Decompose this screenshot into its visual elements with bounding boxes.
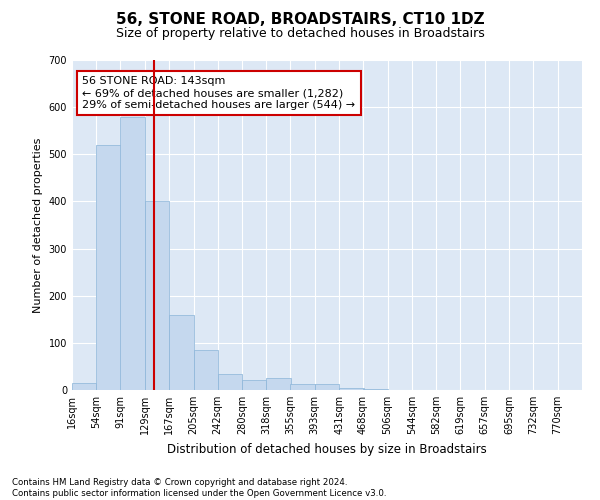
Bar xyxy=(339,388,364,390)
Bar xyxy=(363,389,388,390)
Text: 56 STONE ROAD: 143sqm
← 69% of detached houses are smaller (1,282)
29% of semi-d: 56 STONE ROAD: 143sqm ← 69% of detached … xyxy=(82,76,355,110)
Text: Contains HM Land Registry data © Crown copyright and database right 2024.
Contai: Contains HM Land Registry data © Crown c… xyxy=(12,478,386,498)
Bar xyxy=(120,116,145,390)
Bar xyxy=(242,380,266,390)
Bar xyxy=(290,384,315,390)
Bar xyxy=(194,350,218,390)
Bar xyxy=(145,202,169,390)
Text: 56, STONE ROAD, BROADSTAIRS, CT10 1DZ: 56, STONE ROAD, BROADSTAIRS, CT10 1DZ xyxy=(116,12,484,28)
X-axis label: Distribution of detached houses by size in Broadstairs: Distribution of detached houses by size … xyxy=(167,442,487,456)
Bar xyxy=(266,378,291,390)
Text: Size of property relative to detached houses in Broadstairs: Size of property relative to detached ho… xyxy=(116,28,484,40)
Bar xyxy=(97,145,121,390)
Y-axis label: Number of detached properties: Number of detached properties xyxy=(33,138,43,312)
Bar xyxy=(169,314,194,390)
Bar xyxy=(315,384,339,390)
Bar xyxy=(218,374,242,390)
Bar xyxy=(72,383,97,390)
